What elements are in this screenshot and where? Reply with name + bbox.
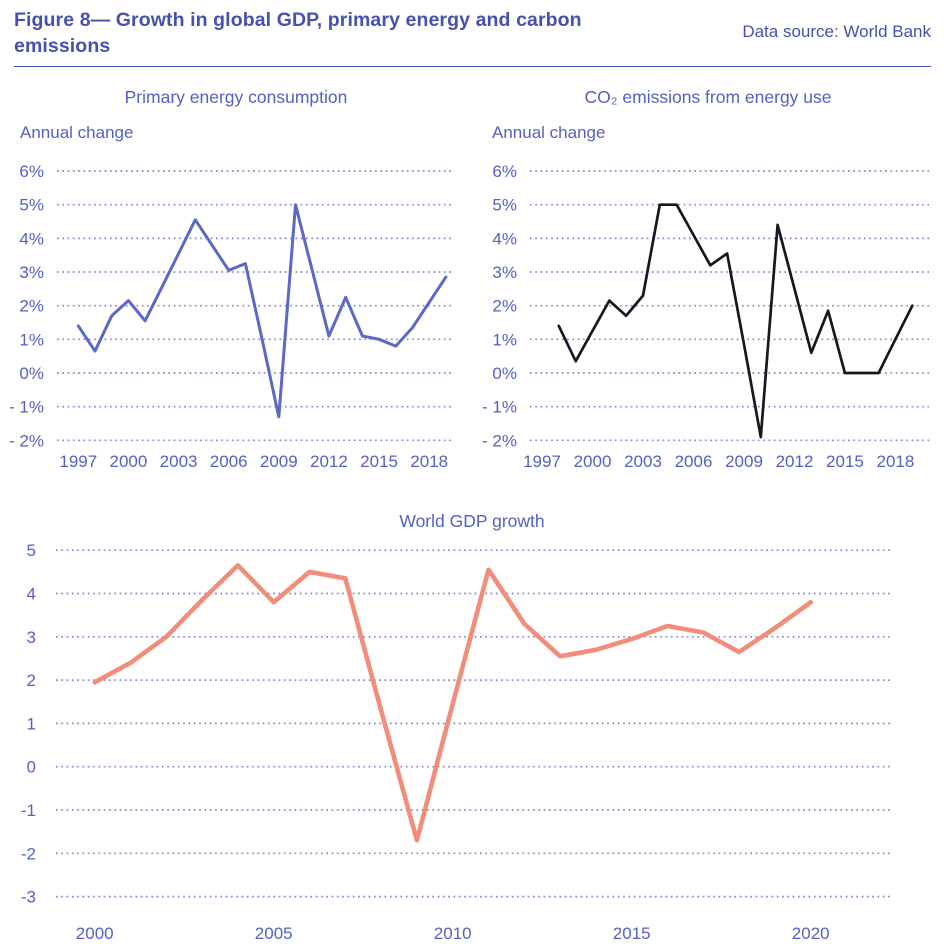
co2-ytick-label: 5%	[492, 196, 517, 215]
energy-ytick-label: 2%	[19, 297, 44, 316]
energy-ytick-label: 6%	[19, 162, 44, 181]
gdp-chart: 5 4 3 2 1 0 -1 -2 -3 2000 2005 2010 2015 2020	[21, 541, 893, 943]
co2-ytick-label: 3%	[492, 263, 517, 282]
figure-title-line1: Figure 8— Growth in global GDP, primary …	[14, 9, 582, 31]
gdp-ytick-label: 1	[27, 714, 36, 733]
co2-ytick-label: - 2%	[482, 431, 517, 450]
gdp-ytick-label: 3	[27, 628, 36, 647]
gdp-xtick-label: 2000	[76, 924, 114, 943]
gdp-ytick-label: 2	[27, 671, 36, 690]
gdp-ytick-label: 4	[27, 585, 36, 604]
gdp-ytick-label: 5	[27, 541, 36, 560]
energy-xtick-label: 2006	[210, 452, 248, 471]
energy-ytick-label: - 2%	[9, 431, 44, 450]
energy-xtick-label: 2012	[310, 452, 348, 471]
energy-ytick-label: 3%	[19, 263, 44, 282]
chart-title-primary-energy: Primary energy consumption	[124, 87, 348, 107]
co2-xtick-label: 2003	[624, 452, 662, 471]
co2-xtick-label: 2018	[876, 452, 914, 471]
energy-ytick-label: 0%	[19, 364, 44, 383]
energy-ytick-label: 1%	[19, 330, 44, 349]
y-axis-note-primary-energy: Annual change	[20, 123, 134, 142]
energy-ytick-label: - 1%	[9, 398, 44, 417]
gdp-ytick-label: 0	[27, 758, 36, 777]
data-source-label: Data source: World Bank	[742, 22, 931, 41]
co2-ytick-label: 0%	[492, 364, 517, 383]
co2-xtick-label: 2015	[826, 452, 864, 471]
energy-xtick-label: 2000	[109, 452, 147, 471]
energy-xtick-label: 2015	[360, 452, 398, 471]
gdp-ytick-label: -1	[21, 801, 36, 820]
gdp-xtick-label: 2005	[255, 924, 293, 943]
energy-ytick-label: 4%	[19, 229, 44, 248]
figure-title-line2: emissions	[14, 35, 111, 57]
energy-xtick-label: 1997	[59, 452, 97, 471]
co2-xtick-label: 1997	[523, 452, 561, 471]
energy-chart: 6% 5% 4% 3% 2% 1% 0% - 1% - 2% 1997 2000 2003 2006 20…	[9, 162, 452, 471]
energy-xtick-label: 2003	[160, 452, 198, 471]
y-axis-note-co2-emissions: Annual change	[492, 123, 606, 142]
gdp-ytick-label: -2	[21, 844, 36, 863]
co2-ytick-label: - 1%	[482, 398, 517, 417]
gdp-data-line	[92, 563, 814, 843]
co2-xtick-label: 2006	[675, 452, 713, 471]
gdp-xtick-label: 2020	[792, 924, 830, 943]
energy-xtick-label: 2009	[260, 452, 298, 471]
gdp-xtick-label: 2010	[434, 924, 472, 943]
co2-xtick-label: 2012	[776, 452, 814, 471]
co2-ytick-label: 1%	[492, 330, 517, 349]
chart-title-world-gdp: World GDP growth	[399, 511, 545, 531]
figure-title: Figure 8— Growth in global GDP, primary …	[14, 7, 674, 59]
gdp-ytick-label: -3	[21, 888, 36, 907]
energy-ytick-label: 5%	[19, 196, 44, 215]
co2-xtick-label: 2000	[574, 452, 612, 471]
chart-title-co2-emissions: CO₂ emissions from energy use	[584, 87, 832, 107]
co2-ytick-label: 4%	[492, 229, 517, 248]
co2-data-line	[557, 203, 914, 439]
co2-ytick-label: 6%	[492, 162, 517, 181]
energy-data-line	[76, 203, 448, 419]
co2-ytick-label: 2%	[492, 297, 517, 316]
energy-xtick-label: 2018	[410, 452, 448, 471]
gdp-xtick-label: 2015	[613, 924, 651, 943]
header-divider	[14, 66, 931, 67]
co2-chart: 6% 5% 4% 3% 2% 1% 0% - 1% - 2% 1997 2000 2003 2006 20…	[482, 162, 929, 471]
co2-xtick-label: 2009	[725, 452, 763, 471]
